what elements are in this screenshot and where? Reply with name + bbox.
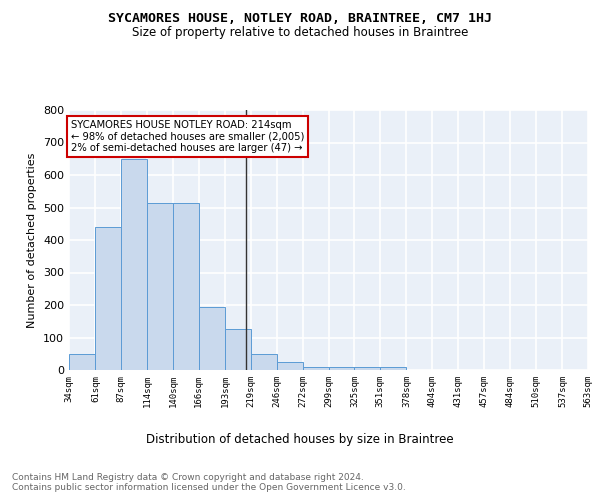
Bar xyxy=(199,306,225,370)
Text: SYCAMORES HOUSE NOTLEY ROAD: 214sqm
← 98% of detached houses are smaller (2,005): SYCAMORES HOUSE NOTLEY ROAD: 214sqm ← 98… xyxy=(71,120,304,153)
Bar xyxy=(121,159,148,370)
Bar xyxy=(225,330,251,370)
Bar xyxy=(69,354,95,370)
Text: Contains HM Land Registry data © Crown copyright and database right 2024.
Contai: Contains HM Land Registry data © Crown c… xyxy=(12,472,406,492)
Bar xyxy=(329,368,355,370)
Text: Size of property relative to detached houses in Braintree: Size of property relative to detached ho… xyxy=(132,26,468,39)
Bar xyxy=(302,367,329,370)
Text: SYCAMORES HOUSE, NOTLEY ROAD, BRAINTREE, CM7 1HJ: SYCAMORES HOUSE, NOTLEY ROAD, BRAINTREE,… xyxy=(108,12,492,26)
Bar xyxy=(95,227,122,370)
Bar xyxy=(173,202,199,370)
Bar xyxy=(251,354,277,370)
Y-axis label: Number of detached properties: Number of detached properties xyxy=(28,152,37,328)
Bar xyxy=(380,367,406,370)
Bar xyxy=(148,202,174,370)
Bar xyxy=(355,368,381,370)
Bar xyxy=(277,362,304,370)
Text: Distribution of detached houses by size in Braintree: Distribution of detached houses by size … xyxy=(146,432,454,446)
